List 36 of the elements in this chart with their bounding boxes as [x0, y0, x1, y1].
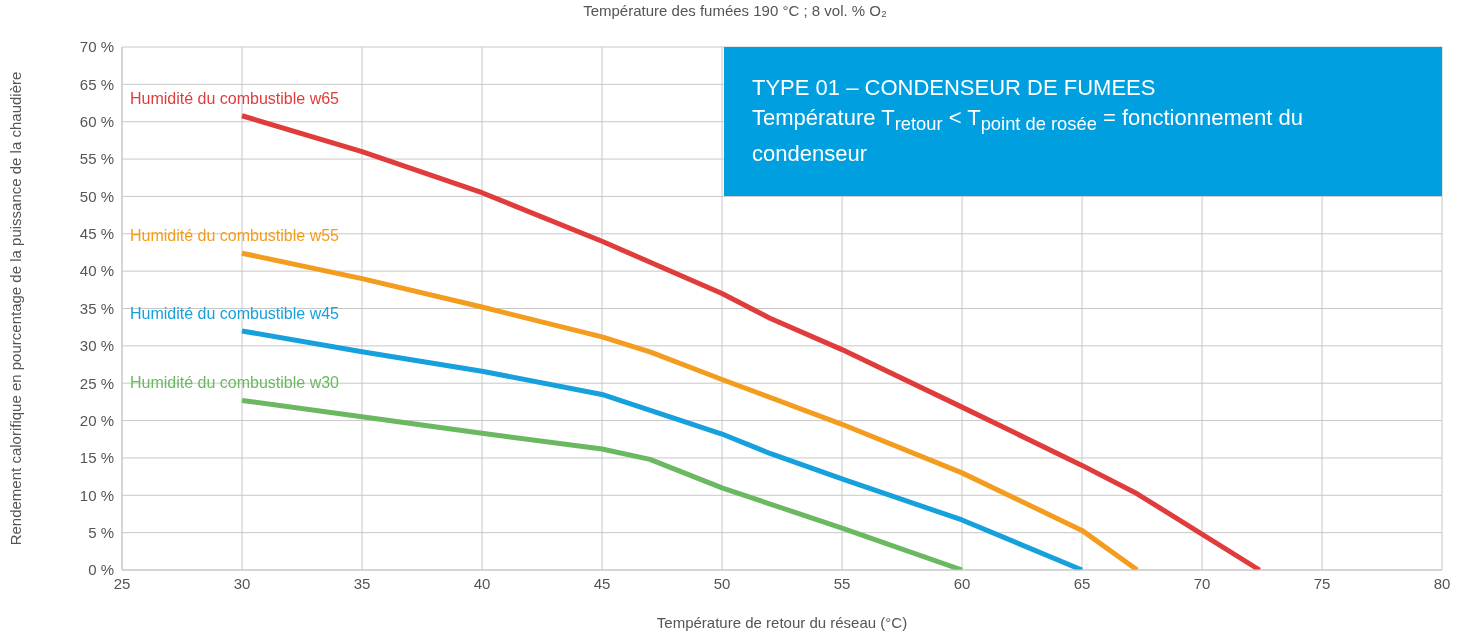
note-box: TYPE 01 – CONDENSEUR DE FUMEES Température T$_{retour}$ < T$_{point de rosée}$ = fonctionnement du condenseur: [724, 47, 1442, 197]
x-tick-label: 80: [1433, 574, 1451, 592]
y-tick-label: 25 %: [79, 374, 114, 392]
x-axis-title: Température de retour du réseau (°C): [656, 614, 908, 631]
y-tick-label: 40 %: [79, 262, 114, 280]
x-tick-label: 30: [233, 574, 251, 592]
x-tick-label: 45: [593, 574, 611, 592]
chart-title: Température des fumées 190 °C ; 8 vol. % O₂: [582, 2, 888, 19]
x-tick-label: 75: [1313, 574, 1331, 592]
y-tick-label: 15 %: [79, 449, 114, 467]
x-tick-label: 70: [1193, 574, 1211, 592]
series-label: Humidité du combustible w65: [130, 89, 340, 107]
x-tick-label: 60: [953, 574, 971, 592]
y-tick-label: 30 %: [79, 337, 114, 355]
x-tick-label: 65: [1073, 574, 1091, 592]
y-tick-label: 60 %: [79, 113, 114, 131]
y-tick-label: 45 %: [79, 225, 114, 243]
y-tick-label: 20 %: [79, 411, 114, 429]
y-axis-title: Rendement calorifique en pourcentage de la puissance de la chaudière: [7, 71, 25, 546]
y-tick-label: 0 %: [88, 561, 114, 579]
x-tick-label: 25: [113, 574, 131, 592]
y-tick-label: 50 %: [79, 187, 114, 205]
y-tick-label: 65 %: [79, 75, 114, 93]
series-label: Humidité du combustible w45: [130, 304, 340, 322]
y-tick-label: 70 %: [79, 38, 114, 56]
y-tick-label: 35 %: [79, 299, 114, 317]
x-tick-label: 50: [713, 574, 731, 592]
series-label: Humidité du combustible w55: [130, 227, 340, 245]
x-tick-label: 55: [833, 574, 851, 592]
y-tick-label: 55 %: [79, 150, 114, 168]
x-tick-label: 40: [473, 574, 491, 592]
annotation: TYPE 01 – CONDENSEUR DE FUMEES: [752, 74, 1157, 102]
y-tick-label: 10 %: [79, 486, 114, 504]
x-tick-label: 35: [353, 574, 371, 592]
y-tick-label: 5 %: [88, 523, 114, 541]
series-label: Humidité du combustible w30: [130, 374, 340, 392]
